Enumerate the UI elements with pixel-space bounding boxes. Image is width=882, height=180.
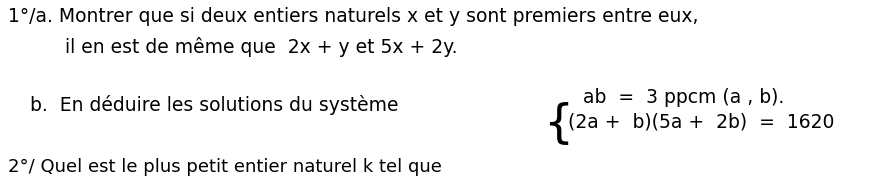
Text: 2°/ Quel est le plus petit entier naturel k tel que: 2°/ Quel est le plus petit entier nature… bbox=[8, 158, 442, 176]
Text: b.  En déduire les solutions du système: b. En déduire les solutions du système bbox=[30, 95, 399, 115]
Text: il en est de même que  2x + y et 5x + 2y.: il en est de même que 2x + y et 5x + 2y. bbox=[65, 37, 458, 57]
Text: 1°/a. Montrer que si deux entiers naturels x et y sont premiers entre eux,: 1°/a. Montrer que si deux entiers nature… bbox=[8, 7, 699, 26]
Text: (2a +  b)(5a +  2b)  =  1620: (2a + b)(5a + 2b) = 1620 bbox=[568, 112, 834, 131]
Text: ab  =  3 ppcm (a , b).: ab = 3 ppcm (a , b). bbox=[583, 88, 784, 107]
Text: {: { bbox=[543, 102, 573, 147]
